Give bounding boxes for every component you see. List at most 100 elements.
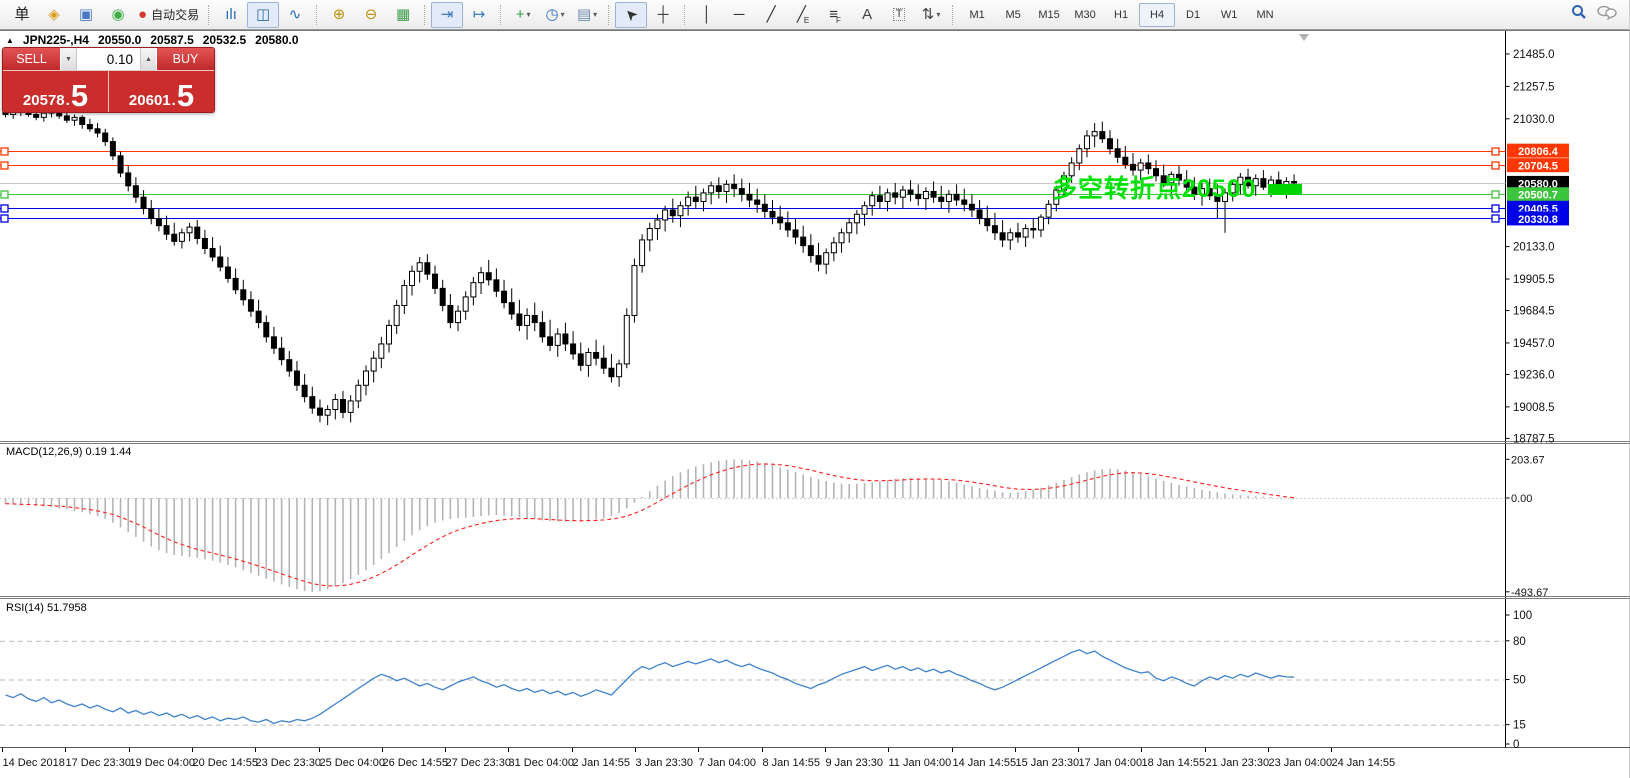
new-order-button[interactable]: 单 bbox=[6, 2, 38, 28]
price-tick-label: 19457.0 bbox=[1513, 338, 1555, 350]
candle-body bbox=[33, 114, 40, 118]
quote-high: 20587.5 bbox=[150, 33, 194, 47]
sell-price-button[interactable]: 20578 . 5 bbox=[3, 71, 109, 112]
candle-body bbox=[777, 216, 784, 224]
cursor-button[interactable]: ➤ bbox=[615, 1, 648, 28]
candle-body bbox=[132, 185, 139, 198]
fibonacci-button[interactable]: ≡ F bbox=[819, 2, 851, 28]
volume-input[interactable]: 0.10 bbox=[77, 48, 140, 70]
time-tick-label: 24 Jan 14:55 bbox=[1332, 757, 1396, 769]
hline-handle-left-20500.7[interactable] bbox=[0, 190, 9, 199]
timeframe-d1[interactable]: D1 bbox=[1186, 8, 1201, 21]
timeframe-w1[interactable]: W1 bbox=[1220, 8, 1238, 21]
indicators-button-dropdown-icon[interactable]: ▾ bbox=[526, 10, 531, 19]
crosshair-button[interactable]: ┼ bbox=[647, 2, 679, 28]
line-chart-icon[interactable]: ∿ bbox=[279, 2, 311, 28]
timeframe-mn[interactable]: MN bbox=[1256, 8, 1274, 21]
volume-increase-button[interactable]: ▲ bbox=[140, 48, 156, 70]
annotation-highlight-box[interactable] bbox=[1268, 184, 1302, 195]
candle-body bbox=[86, 123, 93, 130]
candle-body bbox=[40, 112, 47, 118]
text-button[interactable]: A bbox=[851, 2, 883, 28]
candle-body bbox=[1137, 162, 1144, 171]
auto-scroll-icon[interactable]: ⇥ bbox=[431, 1, 464, 28]
arrows-button[interactable]: ⇅ ▾ bbox=[915, 2, 947, 28]
quote-close: 20580.0 bbox=[255, 33, 299, 47]
hline-handle-right-20500.7[interactable] bbox=[1491, 190, 1500, 199]
candle-body bbox=[508, 302, 515, 315]
horizontal-line-button[interactable]: ─ bbox=[723, 2, 755, 28]
chart-shift-marker bbox=[1299, 34, 1309, 41]
candle-body bbox=[1160, 175, 1167, 184]
buy-price-button[interactable]: 20601 . 5 bbox=[109, 71, 214, 112]
chart-shift-icon[interactable]: ↦ bbox=[463, 2, 495, 28]
timeframe-m30[interactable]: M30 bbox=[1074, 8, 1096, 21]
candlestick-chart-icon[interactable]: ◫ bbox=[247, 1, 280, 28]
time-tick-label: 25 Dec 04:00 bbox=[320, 757, 385, 769]
price-line-label-box-20330.8 bbox=[1507, 211, 1569, 226]
zoom-in-icon[interactable]: ⊕ bbox=[323, 2, 355, 28]
timeframe-h1[interactable]: H1 bbox=[1114, 8, 1129, 21]
autotrading-button[interactable]: ● 自动交易 bbox=[134, 2, 203, 28]
candle-body bbox=[853, 213, 860, 224]
symbol-search-icon[interactable] bbox=[1571, 4, 1587, 25]
hline-handle-left-20405.5[interactable] bbox=[0, 204, 9, 213]
candle-body bbox=[562, 333, 569, 345]
collapse-trade-panel-icon[interactable]: ▲ bbox=[6, 35, 14, 45]
candle-body bbox=[309, 396, 316, 409]
trendline-button[interactable]: ╱ bbox=[755, 2, 787, 28]
candle-body bbox=[685, 196, 692, 207]
periods-button[interactable]: ◷ ▾ bbox=[539, 2, 571, 28]
periods-button-dropdown-icon[interactable]: ▾ bbox=[560, 10, 565, 19]
candle-body bbox=[1237, 176, 1244, 185]
candle-body bbox=[516, 313, 523, 326]
volume-decrease-button[interactable]: ▼ bbox=[61, 48, 77, 70]
buy-button[interactable]: BUY bbox=[157, 48, 214, 70]
hline-handle-right-20806.4[interactable] bbox=[1491, 147, 1500, 156]
candle-body bbox=[922, 190, 929, 200]
toolbar-separator bbox=[424, 4, 426, 25]
hline-handle-right-20704.5[interactable] bbox=[1491, 161, 1500, 170]
text-label-button[interactable]: T bbox=[883, 2, 915, 28]
quote-open: 20550.0 bbox=[97, 33, 142, 47]
zoom-out-icon[interactable]: ⊖ bbox=[355, 2, 387, 28]
rsi-tick-label: 50 bbox=[1513, 675, 1526, 687]
tile-windows-icon[interactable]: ▦ bbox=[387, 2, 419, 28]
vertical-line-button[interactable]: │ bbox=[691, 2, 723, 28]
market-watch-icon[interactable]: ◈ bbox=[38, 2, 70, 28]
signals-icon[interactable]: ◉ bbox=[102, 2, 134, 28]
equidistant-channel-glyph: ╱ bbox=[796, 6, 806, 23]
templates-button-dropdown-icon[interactable]: ▾ bbox=[593, 10, 598, 19]
timeframe-m15[interactable]: M15 bbox=[1038, 8, 1060, 21]
hline-handle-left-20704.5[interactable] bbox=[0, 161, 9, 170]
timeframe-h4[interactable]: H4 bbox=[1139, 2, 1176, 27]
time-tick-label: 27 Dec 23:30 bbox=[446, 757, 511, 769]
timeframe-m5[interactable]: M5 bbox=[1005, 8, 1021, 21]
hline-handle-right-20405.5[interactable] bbox=[1491, 204, 1500, 213]
candle-body bbox=[731, 183, 738, 190]
candle-body bbox=[71, 116, 78, 121]
data-window-icon[interactable]: ▣ bbox=[70, 2, 102, 28]
time-tick-label: 21 Jan 23:30 bbox=[1206, 757, 1270, 769]
timeframe-m1[interactable]: M1 bbox=[969, 8, 985, 21]
bar-chart-icon[interactable]: ılı bbox=[215, 2, 247, 28]
arrows-button-dropdown-icon[interactable]: ▾ bbox=[936, 10, 941, 19]
trendline-glyph: ╱ bbox=[766, 6, 776, 23]
candle-body bbox=[524, 314, 531, 326]
hline-handle-right-20330.8[interactable] bbox=[1491, 214, 1500, 223]
sell-button[interactable]: SELL bbox=[3, 48, 60, 70]
candle-body bbox=[539, 322, 546, 338]
candle-body bbox=[746, 193, 753, 201]
candle-body bbox=[585, 352, 592, 366]
chat-icon[interactable] bbox=[1597, 5, 1617, 25]
hline-handle-left-20330.8[interactable] bbox=[0, 214, 9, 223]
chart-annotation-text[interactable]: 多空转折点20500 bbox=[1052, 175, 1257, 203]
templates-button[interactable]: ▤ ▾ bbox=[571, 2, 603, 28]
rsi-indicator-label: RSI(14) 51.7958 bbox=[6, 602, 87, 614]
equidistant-channel-button[interactable]: ╱ E bbox=[787, 2, 819, 28]
hline-handle-left-20806.4[interactable] bbox=[0, 147, 9, 156]
candle-body bbox=[1291, 180, 1298, 184]
candle-body bbox=[884, 192, 891, 202]
indicators-button[interactable]: + ▾ bbox=[507, 2, 539, 28]
candle-body bbox=[278, 347, 285, 361]
